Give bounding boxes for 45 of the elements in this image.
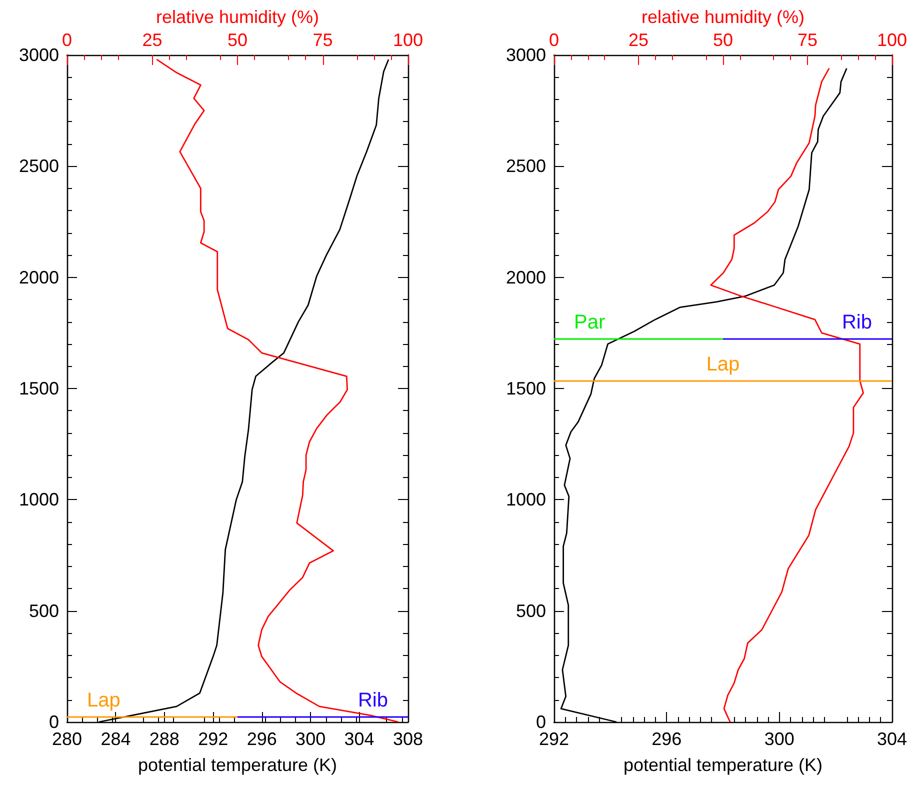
y-tick-label: 500 bbox=[516, 600, 546, 621]
x-tick-label: 300 bbox=[296, 729, 326, 749]
x2-tick-label: 75 bbox=[797, 30, 818, 50]
x-tick-label: 308 bbox=[392, 729, 424, 749]
y-tick-label: 1000 bbox=[18, 490, 59, 510]
x2-tick-label: 100 bbox=[876, 30, 908, 50]
y-tick-label: 0 bbox=[48, 712, 59, 732]
x2-tick-label: 100 bbox=[392, 30, 424, 50]
y-tick-label: 2500 bbox=[18, 156, 59, 176]
x-tick-label: 292 bbox=[198, 729, 228, 749]
ref-line-label: Lap bbox=[706, 354, 740, 376]
x-tick-label: 280 bbox=[52, 729, 82, 749]
x2-tick-label: 75 bbox=[312, 30, 333, 50]
ref-line-label: Rib bbox=[842, 311, 872, 334]
y-tick-label: 3000 bbox=[506, 45, 546, 65]
ref-line-label: Lap bbox=[87, 689, 120, 712]
x-tick-label: 304 bbox=[344, 729, 374, 749]
x-tick-label: 288 bbox=[149, 729, 180, 749]
y-tick-label: 1500 bbox=[18, 378, 59, 398]
x2-tick-label: 0 bbox=[62, 30, 72, 50]
x-tick-label: 300 bbox=[764, 729, 794, 749]
x2-tick-label: 0 bbox=[548, 30, 560, 50]
y-tick-label: 3000 bbox=[18, 45, 59, 65]
y-tick-label: 1000 bbox=[506, 490, 546, 510]
x2-tick-label: 25 bbox=[142, 30, 162, 50]
x-tick-label: 292 bbox=[538, 729, 570, 749]
ref-line-label: Rib bbox=[358, 689, 388, 712]
x2-tick-label: 50 bbox=[712, 30, 734, 50]
x2-axis-title: relative humidity (%) bbox=[156, 7, 320, 28]
y-tick-label: 500 bbox=[28, 600, 59, 621]
y-tick-label: 0 bbox=[536, 712, 546, 732]
y-tick-label: 2000 bbox=[506, 267, 546, 288]
x2-axis-title: relative humidity (%) bbox=[641, 7, 805, 28]
y-tick-label: 1500 bbox=[506, 378, 546, 398]
x-tick-label: 284 bbox=[100, 729, 131, 749]
ref-line-label: Par bbox=[574, 311, 606, 334]
x-axis-title: potential temperature (K) bbox=[623, 755, 823, 775]
y-tick-label: 2500 bbox=[506, 156, 546, 176]
x2-tick-label: 50 bbox=[227, 30, 248, 50]
x-axis-title: potential temperature (K) bbox=[138, 755, 338, 775]
x2-tick-label: 25 bbox=[628, 30, 649, 50]
x-tick-label: 304 bbox=[876, 729, 908, 749]
x-tick-label: 296 bbox=[246, 729, 277, 749]
x-tick-label: 296 bbox=[652, 729, 682, 749]
y-tick-label: 2000 bbox=[18, 267, 59, 288]
